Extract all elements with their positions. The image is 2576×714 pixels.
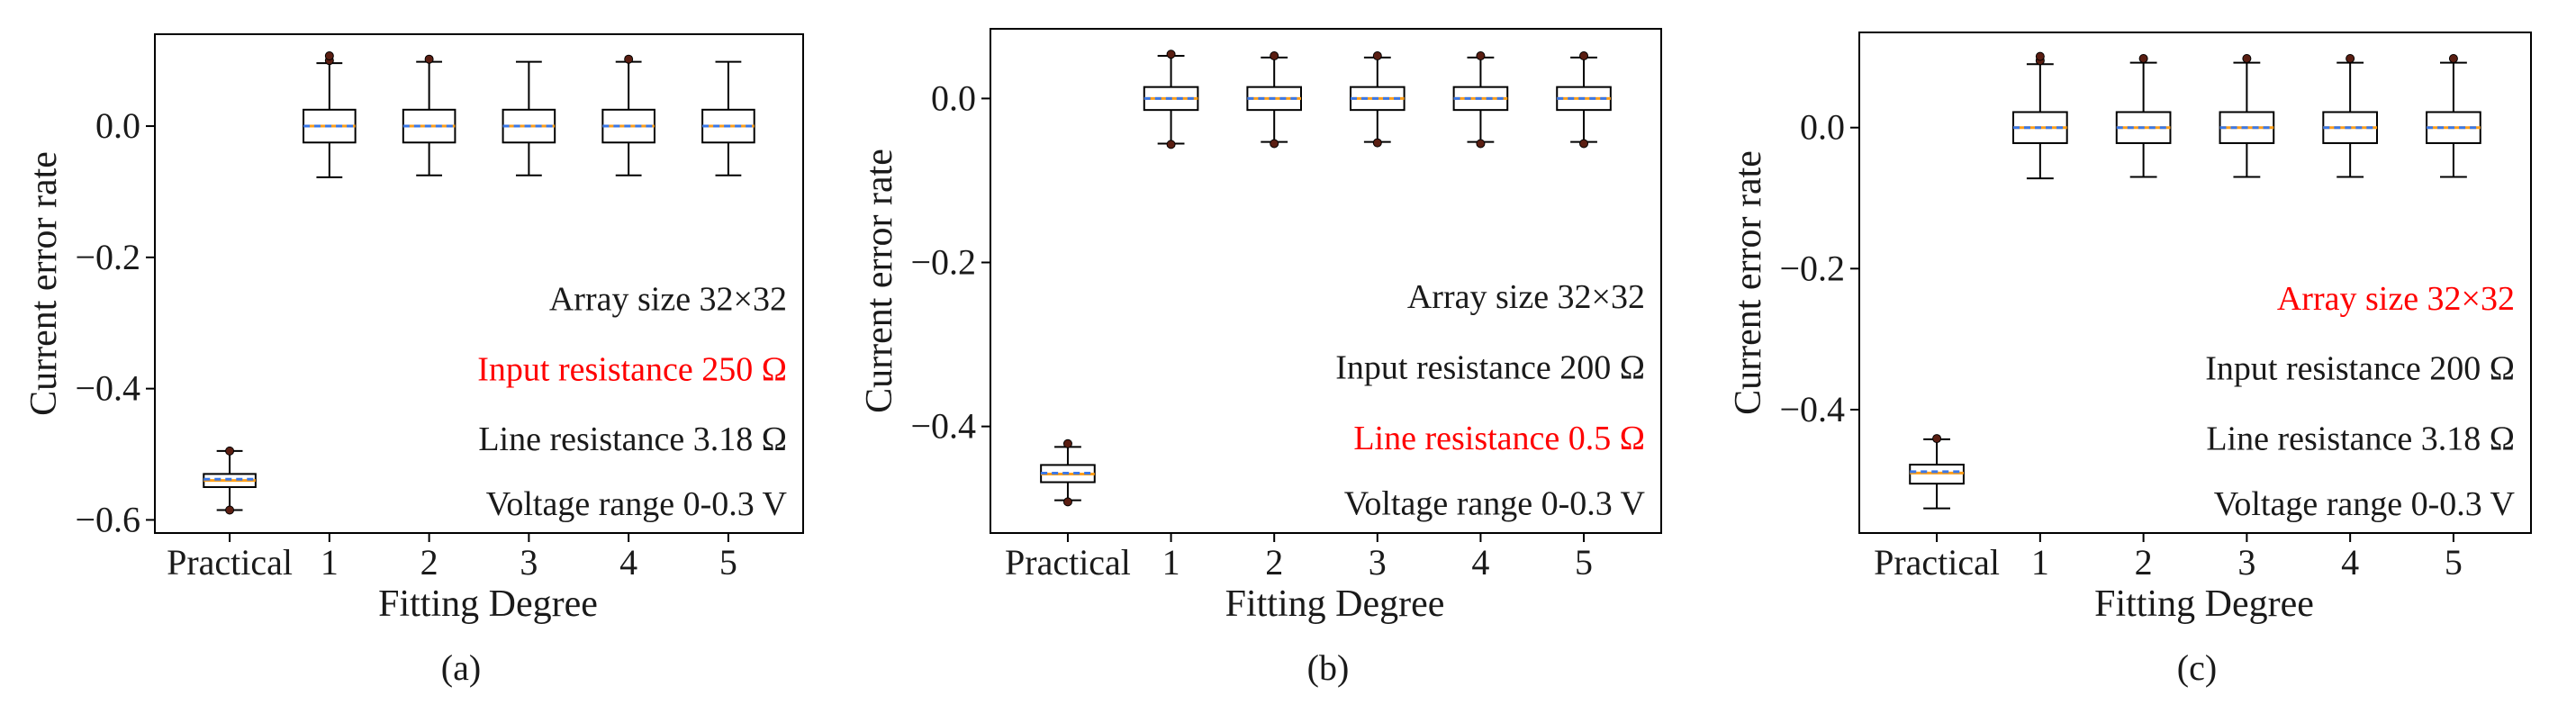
flier-point [225, 505, 235, 515]
annotation-text: Voltage range 0-0.3 V [486, 485, 788, 523]
x-tick-label: 2 [420, 542, 438, 583]
x-tick-label: 3 [2237, 542, 2255, 583]
flier-point [424, 54, 434, 64]
flier-point [2346, 53, 2355, 63]
x-tick-label: Practical [1874, 542, 2000, 583]
flier-point [1062, 438, 1072, 448]
flier-point [1166, 50, 1176, 59]
x-tick-label: 2 [2135, 542, 2153, 583]
y-tick-label: −0.4 [910, 406, 976, 447]
box-3 [502, 60, 556, 176]
box-4 [1452, 51, 1509, 149]
x-tick-label: 5 [1575, 542, 1593, 583]
flier-point [225, 446, 235, 456]
x-tick-label: 1 [1162, 542, 1180, 583]
y-tick-label: 0.0 [1800, 107, 1845, 148]
box-3 [2219, 53, 2275, 178]
x-tick-label: 2 [1265, 542, 1283, 583]
x-tick-label: 1 [321, 542, 339, 583]
plot-frame [1858, 32, 2532, 534]
flier-point [1270, 139, 1279, 149]
box-practical [203, 446, 257, 515]
panel-caption: (b) [1307, 647, 1350, 688]
flier-point [1372, 138, 1382, 148]
box-1 [1143, 50, 1199, 149]
flier-point [1476, 51, 1486, 61]
flier-point [324, 51, 334, 61]
box-4 [601, 54, 655, 176]
y-tick-label: −0.2 [910, 242, 976, 283]
flier-point [1270, 51, 1279, 61]
box-practical [1909, 434, 1965, 510]
box-2 [402, 54, 456, 176]
x-tick-label: 3 [1369, 542, 1387, 583]
annotation-text: Array size 32×32 [2277, 280, 2515, 318]
y-axis-label: Current error rate [23, 151, 65, 416]
x-tick-label: 5 [2445, 542, 2463, 583]
panel-caption: (c) [2177, 647, 2217, 688]
chart-panel-3: −0.4 −0.2 0.0 Practical 1 2 3 4 5 Fitting Degree C… [1728, 32, 2532, 688]
flier-point [2448, 53, 2458, 63]
annotation-text: Array size 32×32 [1407, 278, 1645, 316]
y-tick-label: −0.4 [75, 368, 140, 409]
box-practical [1040, 438, 1096, 507]
y-tick-label: −0.6 [75, 499, 140, 539]
box-4 [2322, 53, 2378, 178]
flier-point [1372, 51, 1382, 61]
flier-point [1476, 139, 1486, 149]
box-3 [1350, 51, 1406, 148]
y-tick-label: 0.0 [95, 105, 140, 146]
flier-point [624, 54, 634, 64]
box-5 [1556, 51, 1612, 149]
y-axis-label: Current error rate [859, 149, 900, 413]
y-tick-label: −0.2 [1779, 248, 1845, 288]
chart-panel-1: −0.6 −0.4 −0.2 0.0 Practical 1 2 3 4 5 Fitting Deg… [23, 33, 804, 688]
flier-point [2138, 53, 2148, 63]
y-tick-label: −0.2 [75, 237, 140, 277]
box-2 [2115, 53, 2172, 178]
flier-point [1579, 139, 1589, 149]
annotation-text: Input resistance 200 Ω [2205, 350, 2515, 388]
x-axis-label: Fitting Degree [378, 583, 598, 625]
x-axis-label: Fitting Degree [2094, 583, 2314, 625]
flier-point [1166, 140, 1176, 149]
box-1 [2012, 51, 2068, 180]
annotation-text: Array size 32×32 [549, 281, 787, 319]
flier-point [1062, 497, 1072, 507]
x-tick-label: 4 [1471, 542, 1489, 583]
x-axis-label: Fitting Degree [1225, 583, 1445, 625]
annotation-text: Line resistance 3.18 Ω [2206, 420, 2515, 457]
panel-caption: (a) [441, 647, 481, 688]
annotation-text: Line resistance 0.5 Ω [1353, 420, 1645, 457]
flier-point [2242, 53, 2252, 63]
chart-panel-2: −0.4 −0.2 0.0 Practical 1 2 3 4 5 Fitting Degree C… [859, 28, 1662, 688]
annotation-text: Voltage range 0-0.3 V [1344, 485, 1646, 523]
x-tick-label: Practical [167, 542, 293, 583]
x-tick-label: Practical [1005, 542, 1131, 583]
plot-frame [154, 33, 804, 534]
flier-point [1932, 434, 1942, 444]
y-tick-label: −0.4 [1779, 389, 1845, 429]
annotation-text: Input resistance 250 Ω [477, 350, 787, 388]
box-2 [1246, 51, 1302, 149]
x-tick-label: 3 [520, 542, 538, 583]
annotation-text: Voltage range 0-0.3 V [2214, 485, 2516, 523]
y-axis-label: Current error rate [1728, 150, 1769, 415]
annotation-text: Line resistance 3.18 Ω [478, 420, 787, 458]
x-tick-label: 4 [2341, 542, 2359, 583]
box-5 [701, 60, 755, 176]
x-tick-label: 4 [619, 542, 637, 583]
y-tick-label: 0.0 [931, 77, 976, 118]
box-5 [2426, 53, 2481, 178]
box-1 [303, 51, 357, 178]
flier-point [1579, 51, 1589, 61]
x-tick-label: 5 [719, 542, 737, 583]
annotation-text: Input resistance 200 Ω [1335, 348, 1645, 386]
plot-frame [990, 28, 1662, 534]
x-tick-label: 1 [2031, 542, 2049, 583]
flier-point [2035, 51, 2045, 61]
